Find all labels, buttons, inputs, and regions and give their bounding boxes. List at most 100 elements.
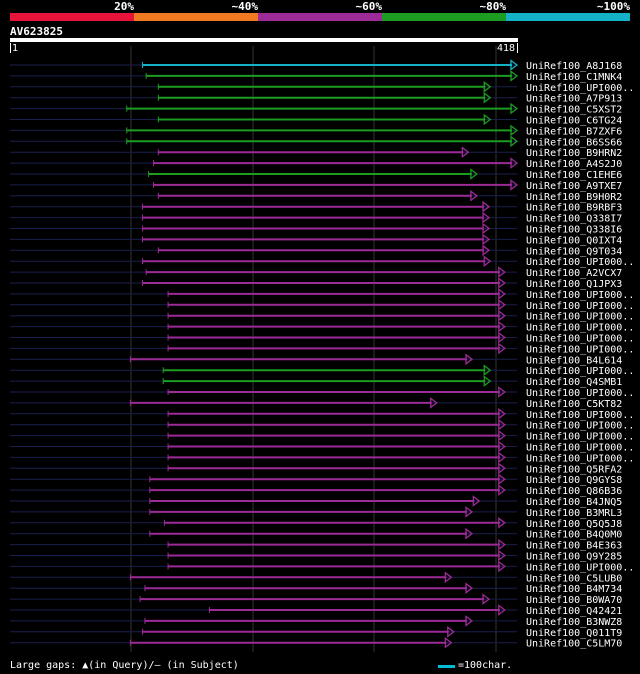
hit-label[interactable]: UniRef100_UPI000.. — [526, 344, 634, 355]
hit-row[interactable]: UniRef100_UPI000.. — [10, 429, 634, 443]
hit-label[interactable]: UniRef100_UPI000.. — [526, 421, 634, 432]
hit-row[interactable]: UniRef100_A8J168 — [10, 59, 622, 73]
hit-label[interactable]: UniRef100_Q338I7 — [526, 214, 622, 225]
hit-row[interactable]: UniRef100_Q4SMB1 — [10, 375, 622, 389]
hit-label[interactable]: UniRef100_A4S2J0 — [526, 159, 622, 170]
hit-row[interactable]: UniRef100_B9RBF3 — [10, 200, 622, 214]
hit-label[interactable]: UniRef100_C5LM70 — [526, 639, 622, 650]
hit-label[interactable]: UniRef100_C5XST2 — [526, 105, 622, 116]
hit-row[interactable]: UniRef100_A2VCX7 — [10, 266, 622, 280]
hit-row[interactable]: UniRef100_Q011T9 — [10, 625, 622, 639]
hit-row[interactable]: UniRef100_Q5RFA2 — [10, 462, 622, 476]
hit-row[interactable]: UniRef100_B3NWZ8 — [10, 615, 622, 628]
hit-row[interactable]: UniRef100_A4S2J0 — [10, 157, 622, 171]
hit-label[interactable]: UniRef100_Q86B36 — [526, 486, 622, 497]
hit-label[interactable]: UniRef100_UPI000.. — [526, 562, 634, 573]
hit-label[interactable]: UniRef100_UPI000.. — [526, 312, 634, 323]
hit-row[interactable]: UniRef100_B4M734 — [10, 582, 622, 596]
hit-row[interactable]: UniRef100_C5KT82 — [10, 397, 622, 410]
hit-label[interactable]: UniRef100_C1MNK4 — [526, 72, 622, 83]
hit-row[interactable]: UniRef100_B4E363 — [10, 538, 622, 552]
hit-label[interactable]: UniRef100_B0WA70 — [526, 595, 622, 606]
hit-label[interactable]: UniRef100_UPI000.. — [526, 334, 634, 345]
hit-row[interactable]: UniRef100_UPI000.. — [10, 440, 634, 454]
hit-label[interactable]: UniRef100_B3NWZ8 — [526, 617, 622, 628]
hit-label[interactable]: UniRef100_UPI000.. — [526, 301, 634, 312]
hit-label[interactable]: UniRef100_UPI000.. — [526, 443, 634, 454]
hit-label[interactable]: UniRef100_B4Q0M0 — [526, 530, 622, 541]
hit-row[interactable]: UniRef100_B3MRL3 — [10, 506, 622, 519]
hit-label[interactable]: UniRef100_C5KT82 — [526, 399, 622, 410]
hit-label[interactable]: UniRef100_Q011T9 — [526, 628, 622, 639]
hit-label[interactable]: UniRef100_B4L614 — [526, 355, 622, 366]
hit-label[interactable]: UniRef100_B4JNQ5 — [526, 497, 622, 508]
hit-row[interactable]: UniRef100_UPI000.. — [10, 81, 634, 94]
hit-row[interactable]: UniRef100_Q338I7 — [10, 211, 622, 225]
hit-label[interactable]: UniRef100_Q338I6 — [526, 225, 622, 236]
hit-label[interactable]: UniRef100_B9RBF3 — [526, 203, 622, 214]
hit-label[interactable]: UniRef100_B9H0R2 — [526, 192, 622, 203]
hit-row[interactable]: UniRef100_Q5Q5J8 — [10, 516, 622, 530]
hit-row[interactable]: UniRef100_UPI000.. — [10, 364, 634, 378]
hit-row[interactable]: UniRef100_UPI000.. — [10, 298, 634, 312]
hit-label[interactable]: UniRef100_Q42421 — [526, 606, 622, 617]
hit-label[interactable]: UniRef100_UPI000.. — [526, 388, 634, 399]
hit-row[interactable]: UniRef100_UPI000.. — [10, 407, 634, 421]
hit-row[interactable]: UniRef100_A7P913 — [10, 91, 622, 105]
hit-row[interactable]: UniRef100_UPI000.. — [10, 309, 634, 323]
hit-label[interactable]: UniRef100_UPI000.. — [526, 366, 634, 377]
hit-label[interactable]: UniRef100_B4M734 — [526, 584, 622, 595]
hit-row[interactable]: UniRef100_Q0IXT4 — [10, 233, 622, 247]
hit-row[interactable]: UniRef100_UPI000.. — [10, 320, 634, 334]
hit-row[interactable]: UniRef100_C5LM70 — [10, 636, 622, 650]
hit-row[interactable]: UniRef100_C5XST2 — [10, 102, 622, 116]
hit-label[interactable]: UniRef100_B4E363 — [526, 541, 622, 552]
hit-label[interactable]: UniRef100_B3MRL3 — [526, 508, 622, 519]
hit-label[interactable]: UniRef100_B6SS66 — [526, 137, 622, 148]
hit-row[interactable]: UniRef100_UPI000.. — [10, 255, 634, 269]
hit-label[interactable]: UniRef100_A2VCX7 — [526, 268, 622, 279]
hit-row[interactable]: UniRef100_C6TG24 — [10, 113, 622, 127]
hit-row[interactable]: UniRef100_C1MNK4 — [10, 70, 622, 83]
hit-label[interactable]: UniRef100_Q0IXT4 — [526, 235, 622, 246]
hit-label[interactable]: UniRef100_Q4SMB1 — [526, 377, 622, 388]
hit-row[interactable]: UniRef100_UPI000.. — [10, 451, 634, 465]
hit-row[interactable]: UniRef100_UPI000.. — [10, 418, 634, 432]
hit-row[interactable]: UniRef100_Q86B36 — [10, 484, 622, 498]
hit-row[interactable]: UniRef100_UPI000.. — [10, 386, 634, 400]
hit-label[interactable]: UniRef100_Q5Q5J8 — [526, 519, 622, 530]
hit-label[interactable]: UniRef100_UPI000.. — [526, 290, 634, 301]
hit-row[interactable]: UniRef100_C5LUB0 — [10, 571, 622, 585]
hit-row[interactable]: UniRef100_Q42421 — [10, 604, 622, 618]
hit-label[interactable]: UniRef100_A8J168 — [526, 61, 622, 72]
hit-row[interactable]: UniRef100_B4JNQ5 — [10, 495, 622, 509]
hit-label[interactable]: UniRef100_C5LUB0 — [526, 573, 622, 584]
hit-label[interactable]: UniRef100_Q9T034 — [526, 246, 622, 257]
hit-label[interactable]: UniRef100_C6TG24 — [526, 116, 622, 127]
hit-row[interactable]: UniRef100_B9HRN2 — [10, 146, 622, 160]
hit-label[interactable]: UniRef100_UPI000.. — [526, 323, 634, 334]
hit-label[interactable]: UniRef100_B9HRN2 — [526, 148, 622, 159]
hit-label[interactable]: UniRef100_UPI000.. — [526, 432, 634, 443]
hit-row[interactable]: UniRef100_Q9GYS8 — [10, 473, 622, 487]
hit-row[interactable]: UniRef100_Q338I6 — [10, 222, 622, 236]
hit-row[interactable]: UniRef100_B4L614 — [10, 353, 622, 367]
hit-row[interactable]: UniRef100_UPI000.. — [10, 342, 634, 356]
hit-label[interactable]: UniRef100_UPI000.. — [526, 257, 634, 268]
hit-label[interactable]: UniRef100_Q9Y285 — [526, 552, 622, 563]
hit-row[interactable]: UniRef100_C1EHE6 — [10, 168, 622, 182]
hit-row[interactable]: UniRef100_Q9Y285 — [10, 549, 622, 563]
hit-label[interactable]: UniRef100_C1EHE6 — [526, 170, 622, 181]
hit-row[interactable]: UniRef100_B9H0R2 — [10, 190, 622, 203]
hit-row[interactable]: UniRef100_A9TXE7 — [10, 179, 622, 192]
hit-row[interactable]: UniRef100_B7ZXF6 — [10, 124, 622, 137]
hit-row[interactable]: UniRef100_UPI000.. — [10, 331, 634, 345]
hit-row[interactable]: UniRef100_Q9T034 — [10, 244, 622, 257]
hit-row[interactable]: UniRef100_UPI000.. — [10, 288, 634, 301]
hit-label[interactable]: UniRef100_UPI000.. — [526, 410, 634, 421]
hit-row[interactable]: UniRef100_Q1JPX3 — [10, 277, 622, 291]
hit-label[interactable]: UniRef100_Q9GYS8 — [526, 475, 622, 486]
hit-label[interactable]: UniRef100_UPI000.. — [526, 83, 634, 94]
hit-row[interactable]: UniRef100_B0WA70 — [10, 593, 622, 607]
hit-label[interactable]: UniRef100_A9TXE7 — [526, 181, 622, 192]
